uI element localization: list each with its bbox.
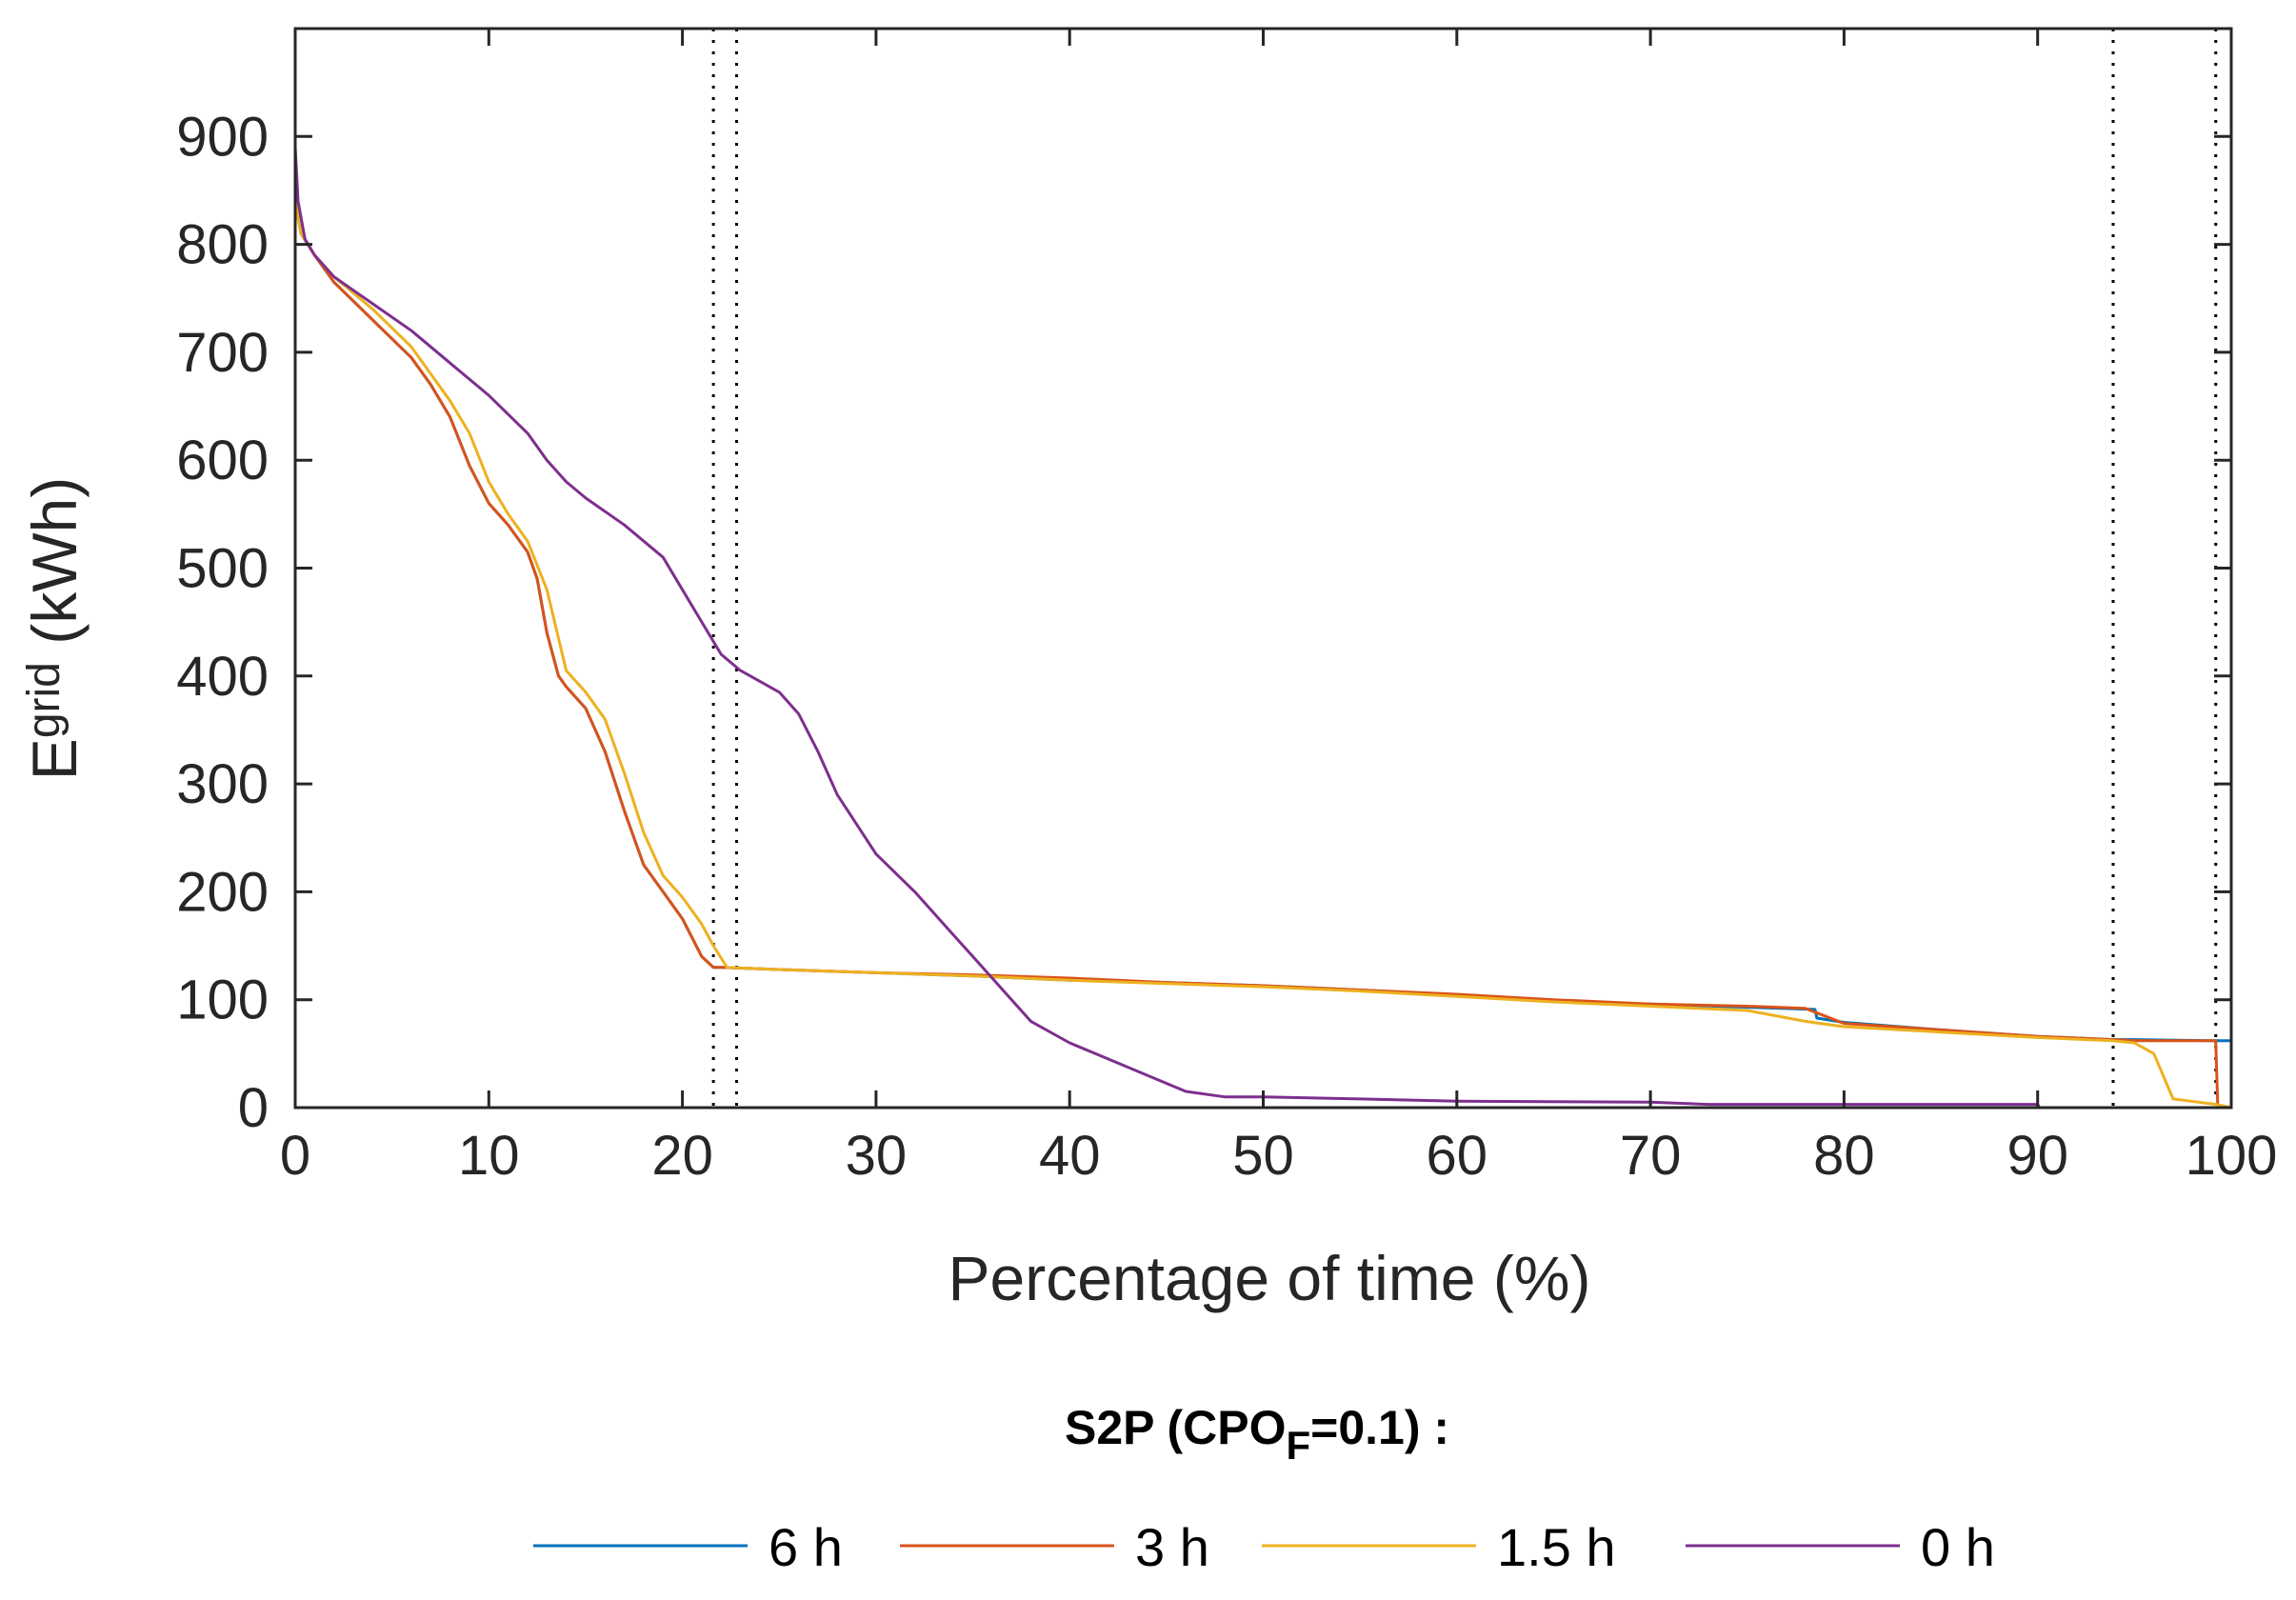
- plot-series: [293, 147, 2233, 1110]
- series-line-3-h: [293, 201, 2232, 1110]
- x-tick-label: 60: [1427, 1125, 1488, 1187]
- y-tick-label: 600: [176, 430, 269, 491]
- legend: 6 h 3 h 1.5 h 0 h: [533, 1517, 1995, 1577]
- y-axis-ticks: 0 100 200 300 400 500 600 700 800 900: [176, 106, 2231, 1139]
- y-tick-label: 700: [176, 322, 269, 384]
- y-axis-label-sub: grid: [19, 662, 70, 738]
- legend-title-sub: F: [1286, 1423, 1310, 1468]
- y-tick-label: 200: [176, 861, 269, 923]
- x-tick-label: 90: [2007, 1125, 2068, 1187]
- x-tick-label: 40: [1039, 1125, 1101, 1187]
- x-tick-label: 0: [280, 1125, 310, 1187]
- y-tick-label: 100: [176, 970, 269, 1031]
- y-tick-label: 800: [176, 214, 269, 276]
- y-axis-label: Egrid (kWh): [19, 477, 90, 780]
- x-tick-label: 70: [1620, 1125, 1682, 1187]
- y-tick-label: 500: [176, 538, 269, 600]
- y-tick-label: 900: [176, 106, 269, 168]
- y-axis-label-main: E: [19, 738, 90, 780]
- y-axis-label-unit: (kWh): [19, 477, 90, 662]
- legend-title-prefix: S2P (CPO: [1065, 1401, 1287, 1454]
- x-tick-label: 100: [2186, 1125, 2278, 1187]
- legend-title: S2P (CPOF=0.1) :: [1065, 1401, 1449, 1468]
- x-axis-label: Percentage of time (%): [948, 1243, 1591, 1313]
- y-tick-label: 300: [176, 753, 269, 815]
- legend-label: 6 h: [769, 1517, 843, 1577]
- legend-label: 1.5 h: [1497, 1517, 1616, 1577]
- legend-title-suffix: =0.1) :: [1310, 1401, 1449, 1454]
- series-line-0-h: [293, 147, 2231, 1110]
- legend-label: 3 h: [1135, 1517, 1209, 1577]
- x-tick-label: 50: [1232, 1125, 1294, 1187]
- series-line-1-5-h: [293, 201, 2232, 1110]
- y-tick-label: 0: [238, 1077, 269, 1139]
- x-tick-label: 10: [458, 1125, 520, 1187]
- y-tick-label: 400: [176, 646, 269, 708]
- x-tick-label: 80: [1813, 1125, 1875, 1187]
- x-tick-label: 30: [846, 1125, 908, 1187]
- x-axis-ticks: 0 10 20 30 40 50 60 70 80 90 100: [280, 29, 2278, 1187]
- x-tick-label: 20: [651, 1125, 713, 1187]
- legend-label: 0 h: [1921, 1517, 1995, 1577]
